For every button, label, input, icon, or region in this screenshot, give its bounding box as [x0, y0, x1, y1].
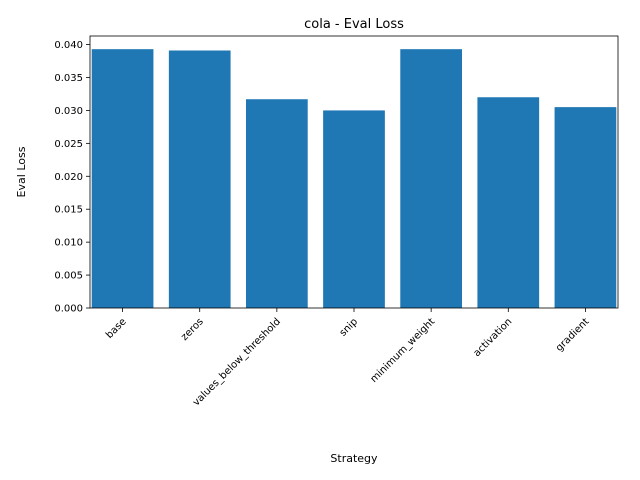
y-tick-label: 0.025	[54, 139, 83, 150]
y-tick-label: 0.005	[54, 271, 83, 282]
x-tick-label-minimum_weight: minimum_weight	[369, 316, 438, 385]
plot-frame	[89, 35, 619, 309]
x-tick-label-gradient: gradient	[554, 316, 592, 354]
y-tick-label: 0.000	[54, 304, 83, 315]
y-tick-label: 0.030	[54, 106, 83, 117]
y-axis-label: Eval Loss	[15, 146, 28, 197]
x-tick-label-zeros: zeros	[179, 316, 206, 343]
bar-activation	[477, 97, 540, 309]
bar-minimum_weight	[400, 49, 462, 309]
x-tick-label-base: base	[104, 316, 129, 341]
x-tick-label-values_below_threshold: values_below_threshold	[191, 316, 283, 408]
chart-title: cola - Eval Loss	[304, 17, 404, 32]
x-axis-label: Strategy	[330, 452, 378, 465]
y-tick-label: 0.015	[54, 205, 83, 216]
y-tick-label: 0.040	[54, 40, 83, 51]
bar-gradient	[554, 107, 617, 308]
bar-zeros	[168, 50, 231, 308]
y-tick-label: 0.035	[54, 73, 83, 84]
bar-base	[91, 49, 154, 309]
bar-values_below_threshold	[246, 99, 308, 308]
y-tick-label: 0.010	[54, 238, 83, 249]
x-tick-label-snip: snip	[338, 316, 360, 338]
bar-snip	[323, 110, 385, 308]
x-tick-label-activation: activation	[472, 316, 515, 359]
y-tick-label: 0.020	[54, 172, 83, 183]
